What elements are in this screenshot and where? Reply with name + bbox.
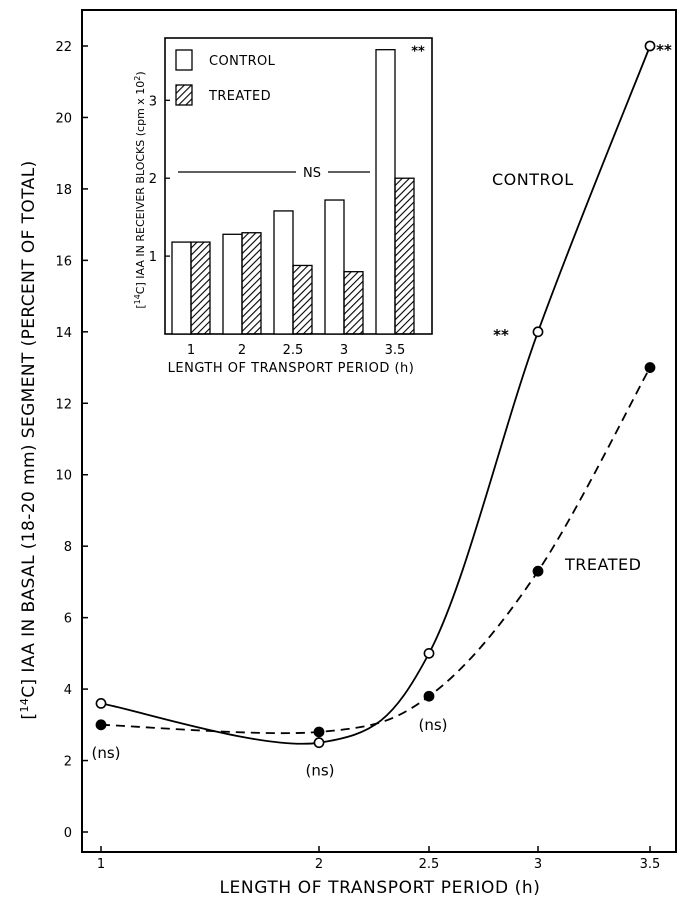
inset-y-tick-label: 3 xyxy=(149,94,157,109)
inset-annotations: NS ** xyxy=(178,45,425,181)
bar-treated xyxy=(292,264,313,335)
main-y-tick-label: 0 xyxy=(64,826,72,841)
main-y-axis-label: [14C] IAA IN BASAL (18-20 mm) SEGMENT (P… xyxy=(18,160,40,719)
main-plot-frame xyxy=(81,9,677,853)
main-annotations: (ns) (ns) (ns) ** ** xyxy=(91,41,672,780)
inset-x-axis-label: LENGTH OF TRANSPORT PERIOD (h) xyxy=(168,361,415,376)
main-y-tick-label: 18 xyxy=(55,183,72,198)
main-series-lines xyxy=(100,45,651,745)
series-label-control: CONTROL xyxy=(492,170,574,189)
inset-legend: CONTROL TREATED xyxy=(175,49,276,106)
inset-chart: 1 2 3 1 2 2.5 3 3.5 NS ** CONTROL TREATED LENGTH… xyxy=(125,30,440,376)
data-point-control xyxy=(313,737,325,749)
main-y-tick-label: 14 xyxy=(55,326,72,341)
ns-label: NS xyxy=(303,166,321,181)
main-y-label-sup: 14 xyxy=(18,698,31,713)
main-y-tick-label: 16 xyxy=(55,254,72,269)
main-x-tick-label: 3 xyxy=(534,857,542,872)
bar-control xyxy=(324,199,345,335)
main-x-axis-label: LENGTH OF TRANSPORT PERIOD (h) xyxy=(219,878,540,898)
legend-label-control: CONTROL xyxy=(209,54,276,69)
main-y-label-pre: [ xyxy=(19,713,39,720)
inset-x-tick-label: 1 xyxy=(187,343,195,358)
main-x-tick-label: 2.5 xyxy=(419,857,440,872)
inset-x-tick-label: 2 xyxy=(238,343,246,358)
inset-significance-label: ** xyxy=(411,45,425,60)
main-y-tick-label: 10 xyxy=(55,469,72,484)
legend-label-treated: TREATED xyxy=(208,89,271,104)
main-y-tick-label: 20 xyxy=(55,111,72,126)
legend-swatch-treated xyxy=(175,84,193,106)
main-x-tick-label: 1 xyxy=(97,857,105,872)
main-annotation: ** xyxy=(493,326,509,344)
main-annotation: (ns) xyxy=(418,716,447,734)
data-point-treated xyxy=(95,719,107,731)
bar-control xyxy=(273,210,294,335)
bar-treated xyxy=(343,271,364,335)
series-label-treated: TREATED xyxy=(564,555,641,574)
main-x-tick-label: 3.5 xyxy=(640,857,661,872)
series-line-control xyxy=(100,45,651,745)
main-y-tick-label: 2 xyxy=(64,755,72,770)
main-annotation: (ns) xyxy=(305,762,334,780)
main-y-tick-label: 8 xyxy=(64,540,72,555)
data-point-control xyxy=(423,647,435,659)
series-line-treated xyxy=(100,367,651,735)
bar-treated xyxy=(394,177,415,335)
main-x-tick-label: 2 xyxy=(315,857,323,872)
main-y-tick-label: 6 xyxy=(64,612,72,627)
data-point-treated xyxy=(644,362,656,373)
main-y-label-post: C] IAA IN BASAL (18-20 mm) SEGMENT (PERC… xyxy=(19,160,39,697)
inset-x-tick-label: 2.5 xyxy=(283,343,304,358)
inset-y-axis: 1 2 3 xyxy=(149,94,170,265)
main-y-axis: 0 2 4 6 8 10 12 14 16 18 20 22 xyxy=(55,40,88,841)
inset-y-tick-label: 1 xyxy=(149,250,157,265)
bar-treated xyxy=(190,241,211,335)
bar-treated xyxy=(241,232,262,335)
data-point-treated xyxy=(423,690,435,702)
bar-control xyxy=(171,241,192,335)
main-annotation: (ns) xyxy=(91,744,120,762)
bar-control xyxy=(375,49,396,335)
inset-x-tick-label: 3.5 xyxy=(385,343,406,358)
main-annotation: ** xyxy=(656,41,672,59)
legend-swatch-control xyxy=(175,49,193,71)
inset-x-tick-label: 3 xyxy=(340,343,348,358)
inset-y-axis-label: [14C] IAA IN RECEIVER BLOCKS (cpm x 102) xyxy=(133,71,148,308)
main-series-labels: CONTROL TREATED xyxy=(492,170,641,574)
main-y-tick-label: 22 xyxy=(55,40,72,55)
main-series-points xyxy=(95,40,656,749)
main-x-axis: 1 2 2.5 3 3.5 xyxy=(97,846,660,872)
bar-control xyxy=(222,233,243,335)
inset-bars xyxy=(171,49,415,335)
main-y-tick-label: 4 xyxy=(64,683,72,698)
data-point-treated xyxy=(532,565,544,577)
inset-y-tick-label: 2 xyxy=(149,172,157,187)
data-point-control xyxy=(644,40,656,52)
main-y-tick-label: 12 xyxy=(55,397,72,412)
inset-x-axis: 1 2 2.5 3 3.5 xyxy=(187,343,405,358)
data-point-control xyxy=(95,697,107,709)
data-point-control xyxy=(532,326,544,338)
data-point-treated xyxy=(313,726,325,738)
